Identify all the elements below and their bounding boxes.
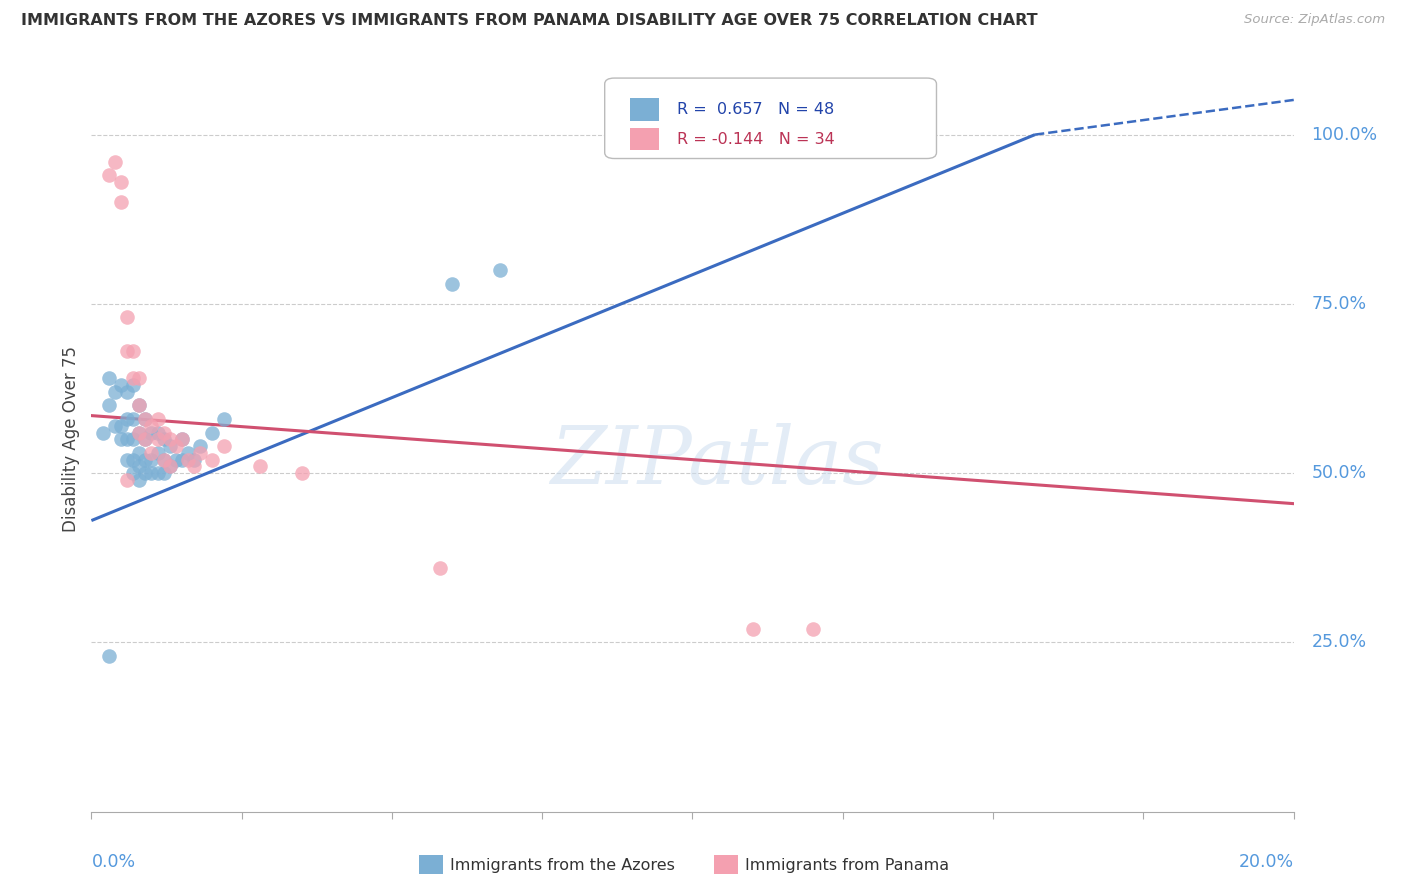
Point [201, 425, 224, 440]
Point [212, 412, 235, 426]
Text: ZIPatlas: ZIPatlas [550, 423, 883, 500]
Point [110, 175, 132, 189]
Point [176, 446, 198, 460]
Point [152, 433, 174, 447]
Text: R = -0.144   N = 34: R = -0.144 N = 34 [676, 132, 835, 146]
Point [98, 168, 121, 182]
FancyBboxPatch shape [630, 98, 659, 120]
Point [122, 466, 145, 480]
Point [98, 648, 121, 663]
Point [110, 418, 132, 433]
Text: Source: ZipAtlas.com: Source: ZipAtlas.com [1244, 13, 1385, 27]
Point [152, 425, 174, 440]
Point [741, 622, 763, 636]
Point [117, 412, 139, 426]
Point [117, 433, 139, 447]
Text: IMMIGRANTS FROM THE AZORES VS IMMIGRANTS FROM PANAMA DISABILITY AGE OVER 75 CORR: IMMIGRANTS FROM THE AZORES VS IMMIGRANTS… [21, 13, 1038, 29]
Point [98, 399, 121, 413]
Text: R =  0.657   N = 48: R = 0.657 N = 48 [676, 102, 834, 117]
Point [141, 452, 163, 467]
Point [128, 399, 150, 413]
Point [146, 446, 169, 460]
Text: 75.0%: 75.0% [1312, 295, 1367, 313]
Point [134, 466, 156, 480]
Point [110, 378, 132, 392]
Point [176, 452, 198, 467]
Point [128, 371, 150, 385]
Point [201, 452, 224, 467]
Point [152, 466, 174, 480]
Point [170, 452, 193, 467]
Point [117, 452, 139, 467]
Point [122, 371, 145, 385]
Point [117, 473, 139, 487]
Point [183, 452, 205, 467]
Point [141, 466, 163, 480]
Point [188, 446, 211, 460]
FancyBboxPatch shape [630, 128, 659, 151]
Point [110, 433, 132, 447]
Point [104, 154, 127, 169]
Point [165, 452, 187, 467]
Point [128, 425, 150, 440]
Point [165, 439, 187, 453]
Point [141, 418, 163, 433]
Point [122, 433, 145, 447]
Text: 25.0%: 25.0% [1312, 633, 1367, 651]
Point [117, 384, 139, 399]
Point [122, 344, 145, 359]
Point [170, 433, 193, 447]
Point [291, 466, 314, 480]
Point [134, 412, 156, 426]
Point [110, 195, 132, 210]
Point [104, 384, 127, 399]
Point [152, 452, 174, 467]
Point [146, 466, 169, 480]
Point [249, 459, 271, 474]
Point [159, 433, 181, 447]
Text: 20.0%: 20.0% [1239, 853, 1294, 871]
Point [93, 425, 115, 440]
Point [128, 473, 150, 487]
Point [134, 433, 156, 447]
Point [128, 425, 150, 440]
Point [188, 439, 211, 453]
Point [122, 412, 145, 426]
Point [117, 310, 139, 325]
Point [117, 344, 139, 359]
Text: 0.0%: 0.0% [91, 853, 135, 871]
Text: 50.0%: 50.0% [1312, 464, 1367, 483]
Point [134, 412, 156, 426]
Point [183, 459, 205, 474]
Point [146, 433, 169, 447]
Point [146, 425, 169, 440]
Point [170, 433, 193, 447]
Point [122, 378, 145, 392]
Point [141, 446, 163, 460]
Point [146, 412, 169, 426]
Point [128, 446, 150, 460]
Point [152, 452, 174, 467]
Point [212, 439, 235, 453]
Point [128, 399, 150, 413]
Point [801, 622, 824, 636]
Text: 100.0%: 100.0% [1312, 126, 1378, 144]
Y-axis label: Disability Age Over 75: Disability Age Over 75 [62, 346, 80, 533]
Point [159, 459, 181, 474]
Point [159, 439, 181, 453]
Point [134, 452, 156, 467]
Point [159, 459, 181, 474]
Point [104, 418, 127, 433]
Point [429, 561, 451, 575]
Text: Immigrants from Panama: Immigrants from Panama [745, 858, 949, 872]
Point [489, 263, 512, 277]
Point [122, 452, 145, 467]
Text: Immigrants from the Azores: Immigrants from the Azores [450, 858, 675, 872]
Point [440, 277, 463, 291]
FancyBboxPatch shape [605, 78, 936, 159]
Point [134, 433, 156, 447]
Point [128, 459, 150, 474]
Point [141, 425, 163, 440]
Point [98, 371, 121, 385]
